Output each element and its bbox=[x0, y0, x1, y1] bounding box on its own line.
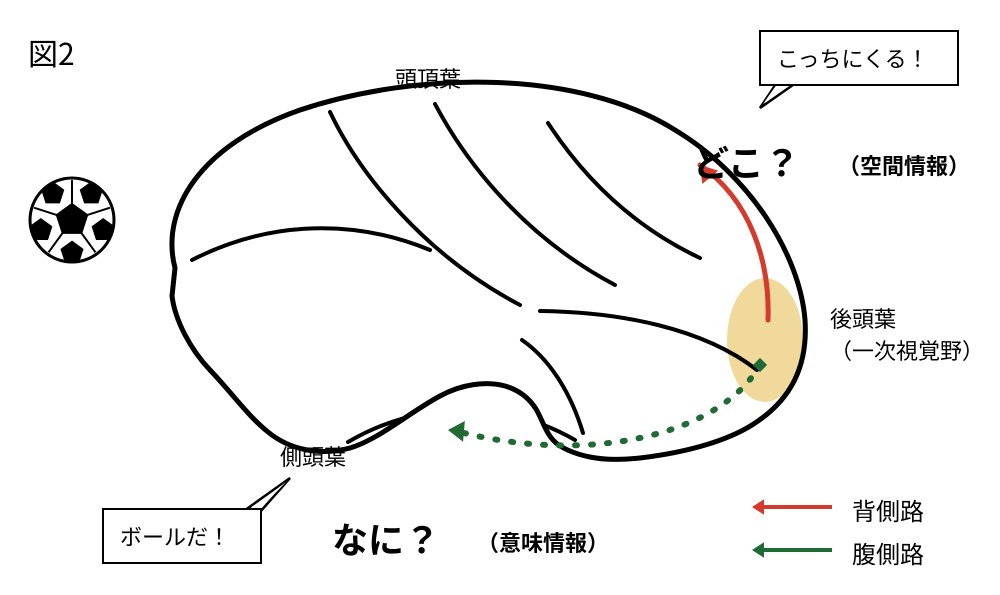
soccer-ball-icon bbox=[30, 178, 114, 262]
diagram-svg bbox=[0, 0, 1000, 595]
legend-ventral-label: 腹側路 bbox=[852, 535, 924, 570]
what-question: なに？ bbox=[332, 512, 440, 564]
diagram-stage: 図2 頭頂葉 側頭葉 後頭葉 （一次視覚野） どこ？ （空間情報） なに？ （意… bbox=[0, 0, 1000, 595]
where-paren: （空間情報） bbox=[838, 149, 970, 181]
where-question: どこ？ bbox=[693, 135, 800, 187]
figure-number: 図2 bbox=[28, 30, 75, 74]
legend-dorsal-label: 背側路 bbox=[852, 492, 924, 527]
ventral-pathway-arrow bbox=[448, 358, 767, 445]
temporal-label: 側頭葉 bbox=[280, 440, 346, 472]
what-paren: （意味情報） bbox=[477, 526, 609, 558]
occipital-line2: （一次視覚野） bbox=[830, 334, 984, 366]
brain-sulci bbox=[192, 104, 757, 442]
speech-bubble-bottom: ボールだ！ bbox=[102, 508, 262, 564]
legend-arrows bbox=[752, 499, 832, 558]
speech-bottom-text: ボールだ！ bbox=[120, 520, 230, 552]
speech-top-text: こっちにくる！ bbox=[777, 42, 929, 74]
occipital-line1: 後頭葉 bbox=[830, 302, 984, 334]
occipital-label: 後頭葉 （一次視覚野） bbox=[830, 302, 984, 366]
speech-bubble-top: こっちにくる！ bbox=[759, 30, 959, 86]
parietal-label: 頭頂葉 bbox=[395, 62, 461, 94]
